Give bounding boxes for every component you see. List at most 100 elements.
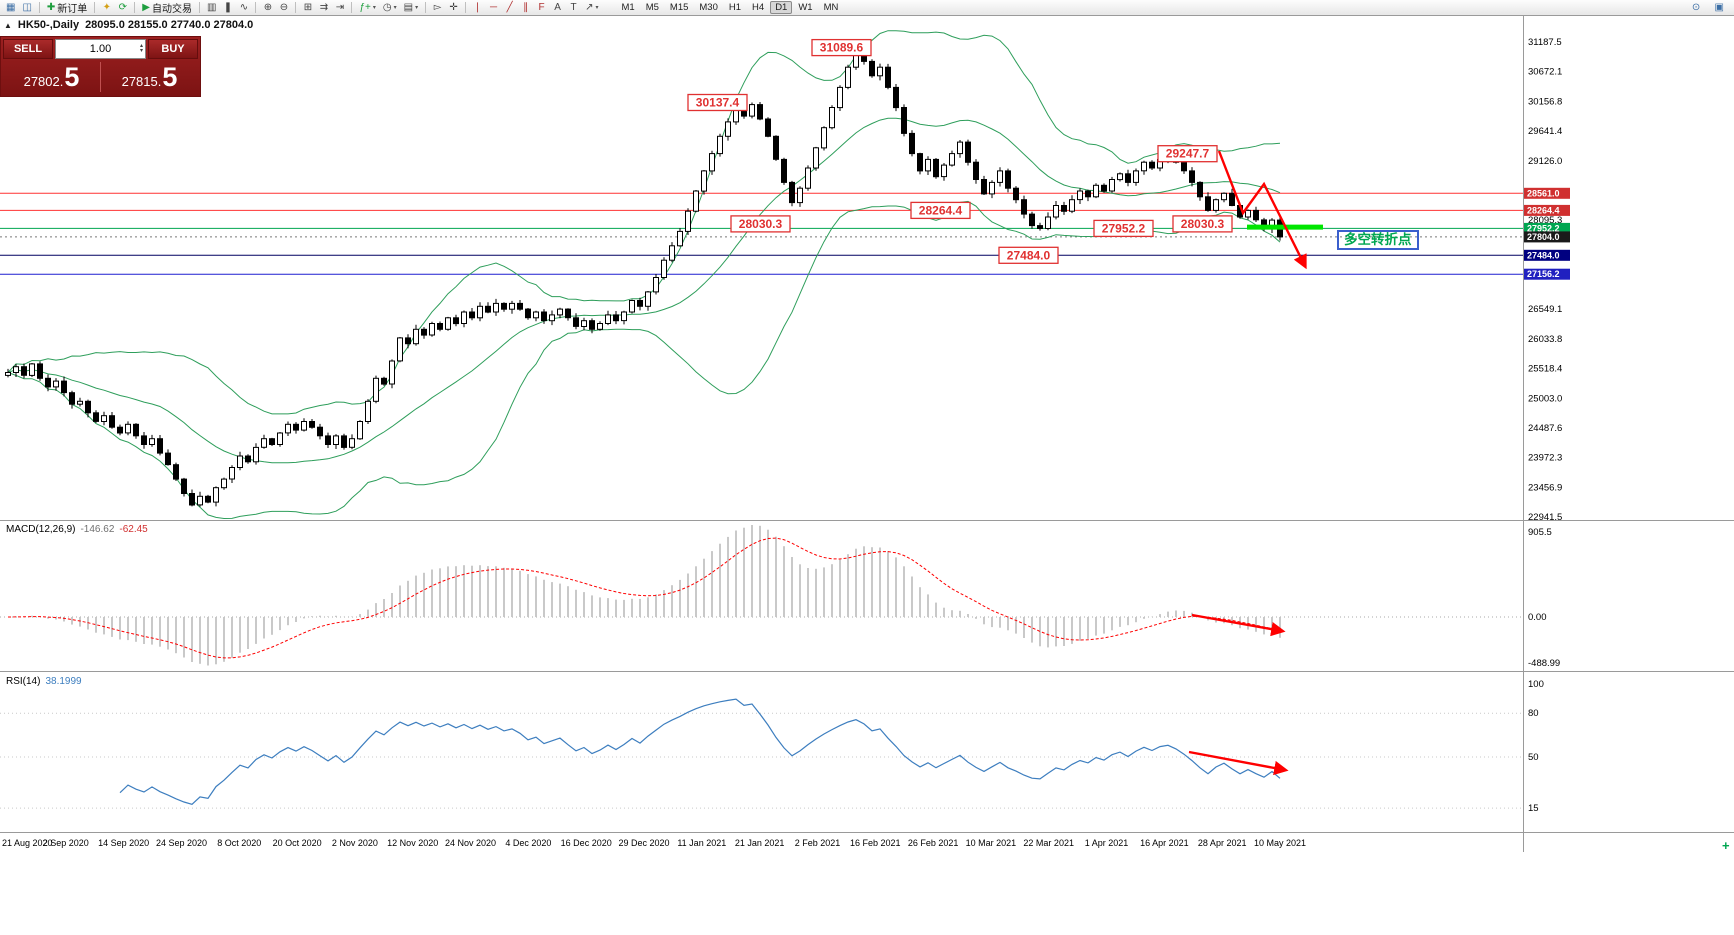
volume-decrease-button[interactable]: ▾ [139,48,143,54]
sell-price[interactable]: 27802. 5 [3,64,100,91]
timeframe-M1[interactable]: M1 [621,2,635,13]
candle-body [1229,192,1235,207]
timeframe-D1[interactable]: D1 [770,1,793,14]
timeframe-M15[interactable]: M15 [669,2,689,13]
metaeditor-button[interactable]: ✦ [99,1,114,15]
candle-body [269,438,275,446]
profiles-button[interactable]: ◫ [19,1,34,15]
candle-body [637,300,643,307]
price-annotation-box[interactable] [1157,145,1218,163]
text-label-button[interactable]: T [566,1,581,15]
chart-plot-area[interactable] [0,16,1523,833]
price-axis[interactable] [1523,16,1734,833]
price-axis-label: 23972.3 [1528,453,1562,464]
date-axis-label: 16 Apr 2021 [1140,838,1189,848]
trade-panel-collapse-icon[interactable]: ▲ [4,21,12,30]
rsi-axis-label: 15 [1528,803,1539,814]
timeframe-M5[interactable]: M5 [645,2,659,13]
candle-body [1101,184,1107,192]
buy-button[interactable]: BUY [148,39,198,59]
candle-body [109,415,115,428]
buy-price[interactable]: 27815. 5 [101,62,198,92]
equidistant-channel-button[interactable]: ∥ [518,1,533,15]
timeframe-M30[interactable]: M30 [699,2,718,13]
candle-body [1109,179,1115,192]
candle-body [221,478,227,489]
arrows-tool-button[interactable]: ↗ ▾ [582,1,601,15]
candle-body [341,435,347,448]
price-annotation-box[interactable] [687,93,748,112]
candle-body [413,328,419,345]
vertical-line-button[interactable]: ❘ [470,1,485,15]
candle-body [621,311,627,322]
volume-field[interactable]: 1.00 ▴ ▾ [55,39,146,59]
zoom-in-button[interactable]: ⊕ [260,1,275,15]
date-axis-label: 12 Nov 2020 [387,838,438,848]
candle-body [1181,161,1187,172]
candle-body [1029,213,1035,227]
trendline-icon: ╱ [506,1,513,13]
candle-body [125,423,131,434]
indicators-button[interactable]: ƒ+ ▾ [356,1,378,15]
horizontal-line-icon: ─ [490,1,498,13]
macd-trend-arrow[interactable] [1191,613,1286,637]
fibonacci-button[interactable]: F [534,1,549,15]
buy-price-pip: 5 [162,62,178,92]
chart-shift-button[interactable]: ⇥ [332,1,347,15]
price-annotation-box[interactable] [1172,215,1233,233]
templates-button[interactable]: ▤ ▾ [401,1,421,15]
time-axis[interactable] [0,833,1734,853]
search-button[interactable]: ⊙ [1689,1,1704,15]
candle-body [45,377,51,388]
trendline-button[interactable]: ╱ [502,1,517,15]
candle-body [989,181,995,195]
date-axis-label: 26 Feb 2021 [908,838,959,848]
candle-body [981,179,987,195]
volume-increase-button[interactable]: ▴ [139,43,143,49]
date-axis-label: 2 Nov 2020 [332,838,378,848]
timeframe-H4[interactable]: H4 [752,2,765,13]
sell-button[interactable]: SELL [3,39,53,59]
price-annotation-box[interactable] [910,201,971,220]
new-order-button[interactable]: ✚ 新订单 [44,1,90,15]
data-window-icon: ▣ [1714,1,1724,13]
periods-button[interactable]: ◷ ▾ [380,1,400,15]
candle-body [493,302,499,313]
refresh-button[interactable]: ⟳ [115,1,130,15]
bars-chart-button[interactable]: ▥ [204,1,219,15]
plus-icon[interactable]: + [1722,838,1730,853]
cursor-button[interactable]: ▻ [430,1,445,15]
text-button[interactable]: A [550,1,565,15]
price-annotation-box[interactable] [811,38,872,57]
price-tag [1524,204,1570,216]
fibonacci-icon: F [538,1,545,13]
periods-icon: ◷ [382,1,392,13]
timeframe-W1[interactable]: W1 [798,2,813,13]
turning-point-note[interactable]: 多空转折点 [1337,230,1419,250]
zoom-out-icon: ⊖ [279,1,289,13]
timeframe-H1[interactable]: H1 [728,2,742,13]
price-annotation-box[interactable] [998,246,1059,264]
candles-chart-button[interactable]: ❚ [220,1,235,15]
candle-body [749,104,755,117]
data-window-button[interactable]: ▣ [1712,1,1727,15]
zoom-out-button[interactable]: ⊖ [276,1,291,15]
horizontal-line-button[interactable]: ─ [486,1,501,15]
caret-down-icon: ▾ [415,5,419,11]
main-trend-arrow[interactable] [1217,150,1307,270]
candle-body [1061,205,1067,212]
candle-body [581,320,587,328]
rsi-trend-arrow[interactable] [1188,750,1289,776]
candle-body [5,372,11,376]
autotrading-button[interactable]: ▶ 自动交易 [139,1,195,15]
timeframe-MN[interactable]: MN [823,2,839,13]
line-chart-button[interactable]: ∿ [236,1,251,15]
candle-body [333,435,339,445]
price-annotation-box[interactable] [1093,219,1154,238]
new-chart-button[interactable]: ▦ [3,1,18,15]
crosshair-button[interactable]: ✛ [446,1,461,15]
auto-scroll-button[interactable]: ⇉ [316,1,331,15]
tile-windows-button[interactable]: ⊞ [300,1,315,15]
price-annotation-box[interactable] [730,215,791,233]
